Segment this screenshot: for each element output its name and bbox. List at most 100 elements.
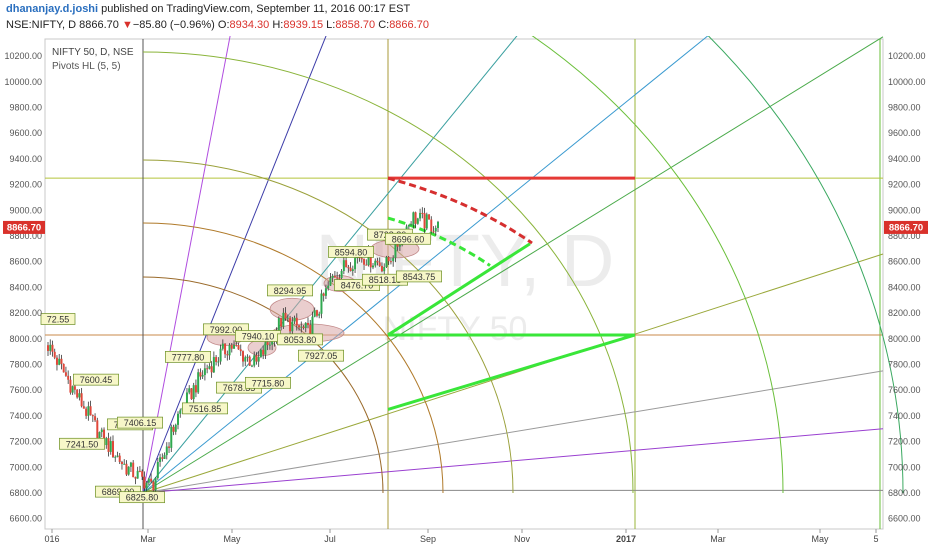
y-tick-left-2: 7000.00 [9,462,42,472]
candle-body-68 [199,372,202,377]
pivot-label-10: 7715.80 [252,378,285,388]
x-tick-3: Jul [324,534,336,544]
candle-body-132 [342,260,345,271]
y-tick-right-3: 7200.00 [888,437,921,447]
x-tick-9: 5 [873,534,878,544]
gann-fan-line-2 [142,36,518,494]
candle-body-41 [138,470,141,472]
candle-body-62 [185,392,188,409]
close-value: 8866.70 [389,19,429,31]
y-tick-right-11: 8800.00 [888,231,921,241]
candle-body-92 [253,355,256,366]
candle-body-93 [255,355,258,362]
open-label: O: [217,19,230,31]
candle-body-4 [55,357,58,365]
candle-body-47 [152,481,155,491]
high-label: H: [272,19,284,31]
candle-body-120 [315,310,318,316]
candle-body-147 [376,260,379,263]
gann-fan-line-4 [142,253,884,494]
candlestick-series [47,207,439,495]
y-tick-left-3: 7200.00 [9,437,42,447]
pivot-box-6 [182,402,228,415]
candle-body-136 [351,269,354,272]
pivot-label-12: 8053.80 [284,335,317,345]
candle-body-106 [284,312,287,319]
price-chart[interactable]: NIFTY, D NIFTY 50 72.557600.457241.50725… [0,36,932,550]
candle-body-69 [201,375,204,377]
candle-body-25 [103,429,106,446]
y-tick-left-4: 7400.00 [9,411,42,421]
candle-body-151 [385,257,388,267]
pivot-label-15: 8594.80 [335,247,368,257]
candle-body-52 [163,455,166,459]
pivot-box-2 [59,437,105,450]
candle-body-95 [259,349,262,357]
author-link[interactable]: dhananjay.d.joshi [6,3,99,15]
candle-body-125 [327,285,330,289]
y-tick-right-7: 8000.00 [888,334,921,344]
candle-body-128 [333,275,336,278]
candle-body-67 [197,372,200,393]
pivot-label-16: 8518.15 [369,275,402,285]
candle-body-169 [425,214,428,229]
candle-body-53 [165,446,168,456]
candle-body-18 [87,406,90,416]
open-value: 8934.30 [229,19,270,31]
candle-body-46 [150,478,153,482]
y-tick-left-11: 8800.00 [9,231,42,241]
low-value: 8858.70 [335,19,376,31]
pivot-box-5 [165,351,211,363]
candle-body-27 [107,438,110,452]
candle-body-91 [250,365,253,367]
pivot-label-0: 72.55 [47,314,70,324]
pivot-box-18 [385,232,431,245]
candle-body-131 [340,270,343,278]
y-tick-right-14: 9400.00 [888,154,921,164]
legend-indicator[interactable]: Pivots HL (5, 5) [52,61,121,72]
candle-body-28 [109,441,112,452]
candle-body-165 [416,218,419,224]
candle-body-7 [62,363,65,373]
candle-body-73 [210,366,213,373]
candle-body-83 [233,344,236,349]
candle-body-8 [64,372,67,376]
candle-body-94 [257,356,260,362]
y-tick-left-6: 7800.00 [9,360,42,370]
candle-body-70 [203,368,206,376]
candle-body-153 [389,261,392,263]
pivot-box-19 [396,270,442,283]
pivot-labels: 72.557600.457241.507252.407406.157777.80… [40,228,442,504]
chart-header: dhananjay.d.joshi published on TradingVi… [0,0,932,36]
candle-body-155 [394,239,397,258]
x-tick-2: May [223,534,241,544]
candle-body-121 [318,313,321,316]
candle-body-90 [248,356,251,366]
last-price-badge-left: 8866.70 [3,220,45,234]
candle-body-58 [177,413,179,425]
candle-body-50 [159,457,162,463]
last-price: 8866.70 [79,19,119,31]
candle-body-116 [307,322,309,325]
symbol-label: NSE:NIFTY, D [6,19,77,31]
y-tick-right-15: 9600.00 [888,128,921,138]
y-tick-left-0: 6600.00 [9,514,42,524]
candle-body-130 [338,277,341,279]
candle-body-48 [154,478,157,491]
candle-body-117 [309,324,312,336]
pivot-label-6: 7516.85 [189,404,222,414]
candle-body-168 [423,213,426,229]
candle-body-9 [67,375,70,380]
candle-body-108 [289,317,292,332]
candle-body-57 [174,424,177,432]
candle-body-42 [141,471,144,477]
candle-body-141 [363,258,366,265]
candle-body-78 [221,343,224,349]
y-tick-left-15: 9600.00 [9,128,42,138]
ohlc-line: NSE:NIFTY, D 8866.70 ▼−85.80 (−0.96%) O:… [6,19,429,31]
green-dashed-projection [387,216,491,267]
candle-body-80 [226,354,229,356]
candle-body-51 [161,457,164,459]
low-label: L: [326,19,336,31]
y-tick-right-4: 7400.00 [888,411,921,421]
